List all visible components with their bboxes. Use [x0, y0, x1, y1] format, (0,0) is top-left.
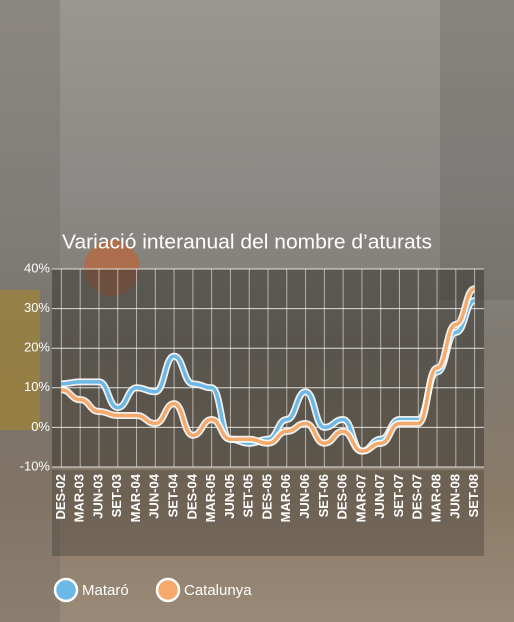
x-tick-label: SET-03 — [109, 474, 124, 517]
x-tick-label: MAR-05 — [203, 474, 218, 522]
chart-title: Variació interanual del nombre d’aturats — [62, 231, 432, 253]
y-tick-label: -10% — [20, 458, 51, 473]
legend-label: Mataró — [82, 582, 129, 599]
legend-label: Catalunya — [184, 582, 252, 599]
x-tick-label: DES-02 — [53, 474, 68, 520]
x-tick-label: MAR-06 — [278, 474, 293, 522]
y-tick-label: 0% — [31, 419, 50, 434]
x-tick-label: DES-05 — [259, 474, 274, 520]
x-tick-label: SET-05 — [241, 474, 256, 517]
x-tick-label: MAR-03 — [72, 474, 87, 522]
x-tick-label: JUN-06 — [297, 474, 312, 519]
y-tick-label: 10% — [24, 379, 50, 394]
x-tick-label: SET-08 — [466, 474, 481, 517]
x-tick-label: JUN-04 — [147, 473, 162, 519]
y-tick-label: 40% — [24, 260, 50, 275]
legend-marker — [55, 579, 77, 601]
x-tick-label: JUN-05 — [222, 474, 237, 519]
x-tick-label: DES-04 — [184, 473, 199, 519]
x-tick-label: MAR-07 — [353, 474, 368, 522]
y-tick-label: 30% — [24, 300, 50, 315]
y-tick-label: 20% — [24, 340, 50, 355]
x-tick-label: JUN-03 — [90, 474, 105, 519]
x-tick-label: JUN-07 — [372, 474, 387, 519]
legend-marker — [157, 579, 179, 601]
x-tick-label: JUN-08 — [447, 474, 462, 519]
x-tick-label: DES-07 — [410, 474, 425, 520]
x-tick-label: SET-07 — [391, 474, 406, 517]
chart: Variació interanual del nombre d’aturats… — [0, 0, 514, 622]
photo-shade — [440, 0, 514, 300]
x-tick-label: SET-06 — [316, 474, 331, 517]
x-tick-label: MAR-04 — [128, 473, 143, 522]
page: Variació interanual del nombre d’aturats… — [0, 0, 514, 622]
x-tick-label: DES-06 — [335, 474, 350, 520]
x-tick-label: SET-04 — [166, 473, 181, 517]
x-tick-label: MAR-08 — [428, 474, 443, 522]
